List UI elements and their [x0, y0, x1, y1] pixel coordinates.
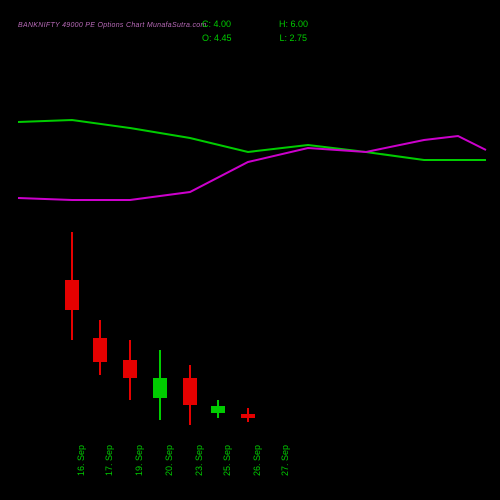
candle	[241, 408, 255, 422]
x-axis-label: 16. Sep	[76, 445, 86, 476]
x-axis-label: 17. Sep	[104, 445, 114, 476]
x-axis-label: 23. Sep	[194, 445, 204, 476]
candlestick-series	[0, 0, 500, 500]
candle	[65, 232, 79, 340]
x-axis-label: 20. Sep	[164, 445, 174, 476]
candle	[211, 400, 225, 418]
x-axis-label: 27. Sep	[280, 445, 290, 476]
candle	[183, 365, 197, 425]
x-axis-label: 19. Sep	[134, 445, 144, 476]
candle	[123, 340, 137, 400]
candle	[153, 350, 167, 420]
x-axis-label: 26. Sep	[252, 445, 262, 476]
x-axis-label: 25. Sep	[222, 445, 232, 476]
x-axis: 16. Sep 17. Sep 19. Sep 20. Sep 23. Sep 25. S…	[0, 428, 500, 488]
candle	[93, 320, 107, 375]
